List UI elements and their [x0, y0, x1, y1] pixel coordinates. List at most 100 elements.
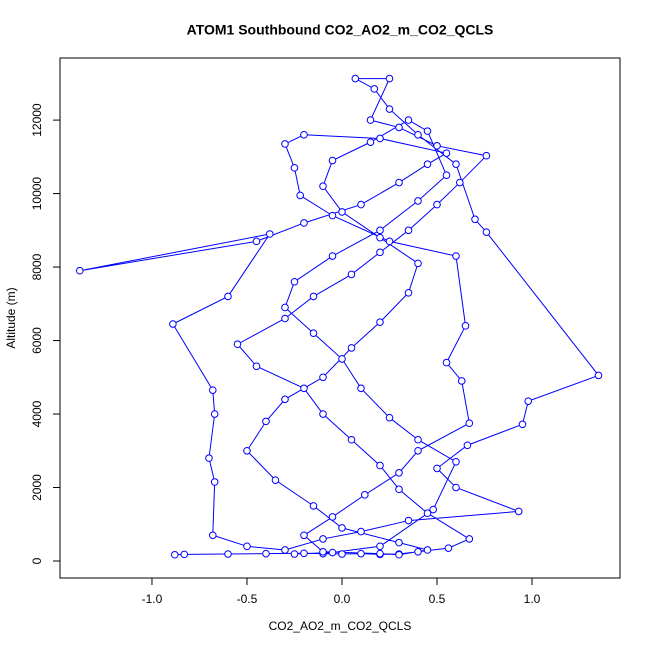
- point: [414, 259, 422, 268]
- point: [376, 248, 384, 257]
- point: [395, 485, 403, 494]
- point: [370, 85, 379, 93]
- point: [338, 355, 346, 363]
- point: [328, 252, 337, 260]
- point: [357, 200, 365, 209]
- point: [465, 535, 474, 543]
- point: [366, 116, 375, 124]
- point: [328, 156, 337, 165]
- point: [376, 461, 384, 470]
- chart-title: ATOM1 Southbound CO2_AO2_m_CO2_QCLS: [187, 22, 494, 38]
- point: [281, 140, 289, 148]
- point: [360, 491, 369, 499]
- point: [210, 478, 219, 486]
- point: [404, 226, 413, 235]
- point: [395, 550, 403, 559]
- point: [281, 314, 289, 323]
- point: [243, 542, 251, 551]
- point: [376, 226, 384, 235]
- point: [169, 320, 177, 328]
- point: [395, 469, 403, 477]
- point: [224, 550, 232, 558]
- point: [404, 516, 413, 525]
- point: [366, 138, 375, 146]
- point: [376, 233, 384, 242]
- point: [376, 318, 384, 326]
- point: [300, 384, 308, 393]
- point: [414, 548, 422, 556]
- point: [252, 237, 261, 246]
- point: [357, 384, 365, 393]
- point: [319, 373, 327, 382]
- point: [482, 151, 491, 160]
- x-tick-label: -1.0: [142, 592, 163, 606]
- point: [465, 419, 474, 428]
- point: [75, 266, 84, 275]
- point: [281, 303, 289, 312]
- y-axis-label: Altitude (m): [4, 287, 18, 348]
- point: [414, 197, 422, 205]
- point: [385, 74, 394, 83]
- x-tick-label: 1.0: [524, 592, 541, 606]
- point: [514, 507, 523, 516]
- point: [395, 123, 403, 132]
- x-tick-label: 0.0: [334, 592, 351, 606]
- x-tick-label: 0.5: [429, 592, 446, 606]
- point: [205, 454, 213, 462]
- point: [594, 371, 603, 380]
- point: [262, 417, 270, 426]
- y-tick-label: 6000: [30, 327, 44, 354]
- point: [423, 127, 432, 135]
- point: [338, 208, 346, 216]
- point: [452, 483, 460, 492]
- point: [338, 550, 346, 558]
- point: [414, 435, 422, 444]
- point: [224, 292, 232, 301]
- point: [357, 549, 365, 558]
- point: [338, 524, 346, 532]
- point: [208, 531, 217, 540]
- point: [328, 513, 337, 521]
- y-tick-label: 2000: [30, 474, 44, 501]
- point: [385, 237, 394, 246]
- point: [309, 329, 318, 337]
- point: [180, 550, 189, 559]
- point: [271, 476, 280, 484]
- point: [482, 228, 491, 236]
- point: [423, 509, 432, 518]
- point: [347, 435, 356, 444]
- point: [404, 116, 413, 124]
- x-axis-label: CO2_AO2_m_CO2_QCLS: [269, 619, 412, 633]
- point: [452, 457, 460, 466]
- y-tick-label: 8000: [30, 253, 44, 280]
- point: [319, 410, 327, 418]
- point: [351, 74, 360, 83]
- point: [376, 549, 384, 558]
- point: [328, 211, 337, 220]
- point: [290, 277, 299, 286]
- point: [518, 420, 527, 429]
- point: [309, 292, 318, 301]
- x-tick-label: -0.5: [237, 592, 258, 606]
- point: [452, 252, 460, 260]
- point: [300, 219, 308, 227]
- point: [208, 386, 217, 394]
- point: [395, 538, 403, 547]
- point: [433, 200, 441, 209]
- point: [452, 160, 460, 168]
- point: [300, 130, 308, 139]
- point: [233, 340, 242, 349]
- point: [456, 178, 464, 187]
- point: [290, 164, 299, 172]
- point: [328, 548, 337, 557]
- point: [281, 395, 289, 404]
- point: [243, 446, 251, 455]
- point: [395, 178, 403, 187]
- point: [319, 548, 327, 556]
- point: [385, 413, 394, 422]
- point: [471, 215, 479, 224]
- point: [170, 550, 179, 559]
- point: [347, 344, 356, 352]
